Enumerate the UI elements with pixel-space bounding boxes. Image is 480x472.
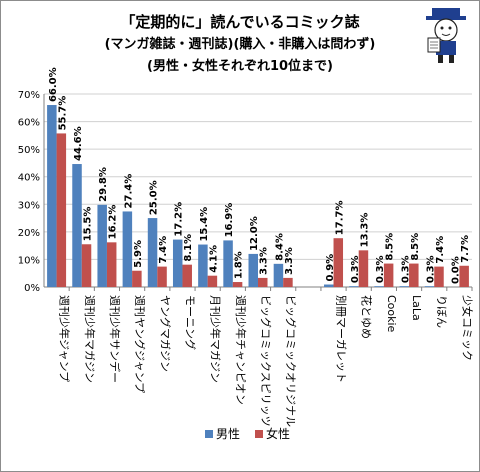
y-tick-label: 30% <box>18 200 40 211</box>
legend-swatch-1 <box>255 430 263 438</box>
data-label-female-12: 13.3% <box>359 213 370 248</box>
x-category-label-13: Cookie <box>385 295 398 333</box>
data-label-male-1: 44.6% <box>73 126 84 161</box>
bar-female-15 <box>434 266 444 287</box>
data-label-female-5: 8.1% <box>183 234 194 262</box>
y-tick-label: 50% <box>18 145 40 156</box>
y-tick-label: 0% <box>24 283 40 294</box>
bar-female-16 <box>459 265 469 287</box>
x-category-label-14: LaLa <box>410 295 423 321</box>
x-category-label-3: 週刊ヤングジャンプ <box>133 295 147 393</box>
data-label-male-13: 0.3% <box>375 255 386 283</box>
data-label-female-11: 17.7% <box>334 200 345 235</box>
x-category-label-8: ビッグコミックスピリッツ <box>259 295 273 427</box>
data-label-female-4: 7.4% <box>158 236 169 264</box>
x-category-label-9: ビッグコミックオリジナル <box>284 295 298 427</box>
y-tick-label: 10% <box>18 255 40 266</box>
data-label-male-9: 8.4% <box>274 233 285 261</box>
y-tick-label: 40% <box>18 173 40 184</box>
bar-female-7 <box>232 282 243 287</box>
bar-male-15 <box>424 286 435 287</box>
data-label-female-8: 3.3% <box>259 247 270 275</box>
data-label-female-0: 55.7% <box>57 96 68 131</box>
data-label-female-6: 4.1% <box>208 245 219 273</box>
x-category-label-1: 週刊少年マガジン <box>83 295 97 383</box>
x-category-label-4: ヤングマガジン <box>158 295 172 372</box>
bar-female-8 <box>258 277 268 287</box>
bar-male-7 <box>223 240 233 287</box>
bar-female-14 <box>409 263 419 287</box>
data-label-female-9: 3.3% <box>284 247 295 275</box>
bar-female-0 <box>56 133 67 287</box>
chart-title-line-1: 「定期的に」読んでいるコミック誌 <box>120 13 360 31</box>
x-category-label-6: 月刊少年マガジン <box>209 295 223 383</box>
data-label-male-12: 0.3% <box>350 255 361 283</box>
bar-female-12 <box>358 250 369 287</box>
bar-female-2 <box>106 242 117 287</box>
data-label-male-14: 0.3% <box>400 255 411 283</box>
y-tick-label: 20% <box>18 228 40 239</box>
bar-female-11 <box>333 238 344 287</box>
chart-title-line-2: (マンガ雑誌・週刊誌)(購入・非購入は問わず) <box>104 37 376 52</box>
x-category-label-2: 週刊少年サンデー <box>108 295 122 383</box>
data-label-male-15: 0.3% <box>425 255 436 283</box>
bar-male-4 <box>147 218 158 287</box>
x-category-label-15: りぼん <box>435 295 448 328</box>
bar-female-3 <box>132 270 142 287</box>
bar-male-3 <box>122 211 133 287</box>
data-label-female-1: 15.5% <box>83 207 94 242</box>
data-label-male-3: 27.4% <box>123 174 134 209</box>
x-category-label-11: 別冊マーガレット <box>335 295 348 383</box>
bar-female-5 <box>182 264 192 287</box>
bar-female-13 <box>383 263 394 287</box>
x-category-label-7: 週刊少年チャンピオン <box>234 295 248 405</box>
mascot-character-icon <box>426 8 466 63</box>
data-label-female-15: 7.4% <box>435 236 446 264</box>
legend-swatch-0 <box>205 430 213 438</box>
data-label-female-13: 8.5% <box>385 233 396 261</box>
data-label-female-3: 5.9% <box>133 240 144 268</box>
legend-label-0: 男性 <box>216 427 240 441</box>
bar-male-1 <box>72 164 82 287</box>
data-label-male-5: 17.2% <box>174 202 185 237</box>
x-category-label-5: モーニング <box>183 295 197 350</box>
bar-male-12 <box>349 286 359 287</box>
data-label-male-2: 29.8% <box>98 167 109 202</box>
data-label-male-0: 66.0% <box>48 67 59 102</box>
data-label-male-16: 0.0% <box>451 256 462 284</box>
chart-title-line-3: (男性・女性それぞれ10位まで) <box>147 59 333 74</box>
data-label-male-7: 16.9% <box>224 203 235 238</box>
bar-female-1 <box>81 244 92 287</box>
bar-male-8 <box>248 253 258 287</box>
x-category-label-0: 週刊少年ジャンプ <box>58 295 72 382</box>
bar-female-4 <box>157 266 167 287</box>
data-label-male-4: 25.0% <box>149 180 160 215</box>
bar-male-5 <box>172 239 183 287</box>
y-tick-label: 60% <box>18 118 40 129</box>
bar-male-9 <box>273 263 284 287</box>
bar-male-13 <box>374 286 384 287</box>
bar-male-6 <box>198 244 208 287</box>
bar-male-14 <box>399 286 410 287</box>
bar-male-0 <box>47 105 57 288</box>
data-label-male-11: 0.9% <box>325 254 336 282</box>
data-label-male-8: 12.0% <box>249 216 260 251</box>
data-label-male-6: 15.4% <box>199 207 210 242</box>
bar-female-9 <box>283 277 293 287</box>
bar-female-6 <box>207 275 218 287</box>
data-label-female-7: 1.8% <box>234 251 245 279</box>
bar-male-2 <box>97 204 107 287</box>
data-label-female-16: 7.7% <box>460 235 471 263</box>
legend-label-1: 女性 <box>266 426 290 441</box>
bar-male-11 <box>324 284 334 287</box>
x-category-label-16: 少女コミック <box>460 295 474 361</box>
x-category-label-12: 花とゆめ <box>360 295 373 339</box>
data-label-female-14: 8.5% <box>410 233 421 261</box>
data-label-female-2: 16.2% <box>108 205 119 240</box>
y-tick-label: 70% <box>18 90 40 101</box>
